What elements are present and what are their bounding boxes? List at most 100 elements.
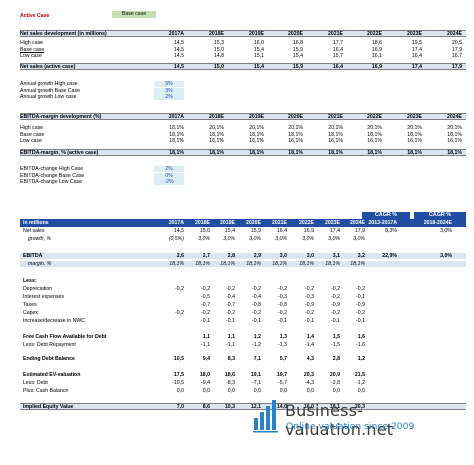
valuation-cell: 3,0 (279, 253, 287, 259)
sales-active-row-cell: 15,9 (292, 64, 303, 70)
valuation-cell: 3,1 (332, 253, 340, 259)
valuation-cell: -1,2 (356, 380, 365, 386)
sales-active-row-label: Net sales (active case) (20, 64, 76, 70)
valuation-cell: -0,2 (226, 286, 235, 292)
ebitda-header-row-cell: 2021E (327, 114, 343, 120)
ebitda-row-label: High case (20, 125, 44, 131)
ebitda-row-cell: 18,1% (447, 131, 462, 138)
ebitda-row-cell: 18,1% (209, 131, 224, 138)
ebitda-row-label: Low case (20, 138, 42, 144)
cagr-cell: 3,0% (440, 228, 452, 234)
valuation-row-label: Capex (23, 310, 38, 316)
ebitda-row-cell: 18,1% (288, 131, 303, 138)
ebitda-change-input[interactable]: 2% (154, 166, 184, 172)
year-header: 2021E (271, 220, 287, 226)
valuation-cell: -7,1 (252, 380, 261, 386)
valuation-cell: -0,4 (226, 294, 235, 300)
ebitda-row-cell: 16,1% (447, 138, 462, 144)
active-case-selector[interactable]: Base case (112, 11, 156, 18)
valuation-row-label: Ending Debt Balance (23, 356, 75, 362)
valuation-row-label: Estimated EV-valuation (23, 372, 81, 378)
valuation-row-label: Less: Debt (23, 380, 48, 386)
valuation-cell: 8,6 (202, 404, 210, 410)
valuation-cell: 3,0% (302, 236, 314, 242)
sales-active-row-cell: 16,4 (332, 64, 343, 70)
valuation-cell: 7,1 (253, 356, 261, 362)
valuation-cell: -1,5 (331, 342, 340, 348)
ebitda-header-row-cell: 2022E (366, 114, 382, 120)
valuation-row-label: Less: Debt Repayment (23, 342, 76, 348)
valuation-row: margin, % 18,1% 18,1% 18,1% 18,1% 18,1% 18,1% 1… (20, 261, 466, 267)
valuation-row: EBITDA 2,6 2,7 2,8 2,9 3,0 3,0 3,1 3,2 22,9% 3,0% (20, 253, 466, 259)
valuation-cell: 17,4 (329, 228, 340, 234)
valuation-cell: -0,2 (356, 286, 365, 292)
ebitda-change-input[interactable]: -2% (154, 179, 184, 185)
sales-row-cell: 16,7 (451, 53, 462, 59)
ebitda-row-cell: 18,1% (249, 131, 264, 138)
valuation-cell: 1,2 (357, 356, 365, 362)
valuation-cell: -0,1 (201, 318, 210, 324)
valuation-cell: 8,3 (227, 356, 235, 362)
valuation-cell: 2,8 (332, 356, 340, 362)
ebitda-active-row-cell: 18,1% (169, 150, 184, 156)
valuation-cell: 19,7 (276, 372, 287, 378)
valuation-cell: 2,6 (176, 253, 184, 259)
ebitda-row-cell: 20,1% (447, 125, 462, 131)
growth-input[interactable]: 5% (154, 81, 184, 87)
valuation-row: Capex -0,2 -0,2 -0,2 -0,2 -0,2 -0,2 -0,2 -0,2 (20, 310, 466, 316)
year-header: 2018E (194, 220, 210, 226)
valuation-cell: -0,8 (252, 302, 261, 308)
year-header: 2022E (298, 220, 314, 226)
valuation-cell: -0,5 (201, 294, 210, 300)
sales-row-cell: 18,6 (371, 40, 382, 46)
valuation-cell: 3,0% (275, 236, 287, 242)
valuation-cell: 2,7 (202, 253, 210, 259)
valuation-cell: 20,9 (329, 372, 340, 378)
valuation-row-label: EBITDA (23, 253, 43, 259)
valuation-cell: 0,0 (253, 388, 261, 394)
growth-input[interactable]: 2% (154, 94, 184, 100)
sales-row-cell: 16,0 (253, 40, 264, 46)
sales-row-cell: 15,7 (332, 53, 343, 59)
valuation-cell: -0,1 (252, 318, 261, 324)
sales-row-cell: 15,1 (253, 53, 264, 59)
sales-row-cell: 15,4 (253, 46, 264, 53)
ebitda-header-row-cell: 2023E (406, 114, 422, 120)
ebitda-row-cell: 16,1% (367, 138, 382, 144)
valuation-cell: -8,3 (226, 380, 235, 386)
valuation-cell: 21,5 (354, 372, 365, 378)
sales-active-row-cell: 16,9 (371, 64, 382, 70)
valuation-cell: -0,3 (278, 294, 287, 300)
valuation-cell: 15,9 (250, 228, 261, 234)
ebitda-row: Low case 18,1% 16,1% 16,1% 16,1% 16,1% 16,1% 16… (20, 138, 466, 144)
sales-row-label: High case (20, 40, 44, 46)
growth-label: Annual growth High case (20, 81, 78, 87)
valuation-header-row: in millions 2017A 2018E 2019E 2020E 2021E 2022… (20, 219, 466, 227)
valuation-cell: 7,0 (176, 404, 184, 410)
year-header: 2017A (168, 220, 184, 226)
ebitda-header-row-cell: 2024E (446, 114, 462, 120)
valuation-cell: -1,6 (356, 342, 365, 348)
valuation-cell: -0,4 (252, 294, 261, 300)
valuation-row-label: Taxes (23, 302, 37, 308)
growth-input[interactable]: 3% (154, 87, 184, 94)
sales-active-row-cell: 17,9 (451, 64, 462, 70)
sales-row-cell: 17,4 (411, 46, 422, 53)
valuation-cell: -0,2 (175, 310, 184, 316)
sales-header-row-label: Net sales development (in millions) (20, 31, 107, 37)
valuation-cell: -0,1 (356, 318, 365, 324)
valuation-cell: -0,2 (331, 286, 340, 292)
sales-active-row-cell: 17,4 (411, 64, 422, 70)
valuation-cell: 18,1% (299, 261, 314, 267)
valuation-cell: 0,0 (357, 388, 365, 394)
valuation-cell: 2,9 (253, 253, 261, 259)
ebitda-active-row-cell: 18,1% (328, 150, 343, 156)
sales-header-row-cell: 2018E (208, 31, 224, 37)
valuation-cell: -1,4 (305, 342, 314, 348)
ebitda-change-input[interactable]: 0% (154, 172, 184, 179)
ebitda-row-cell: 16,1% (209, 138, 224, 144)
ebitda-row-cell: 18,1% (328, 131, 343, 138)
valuation-cell: 17,9 (354, 228, 365, 234)
sales-row-cell: 15,4 (292, 53, 303, 59)
sales-row-cell: 15,3 (213, 40, 224, 46)
